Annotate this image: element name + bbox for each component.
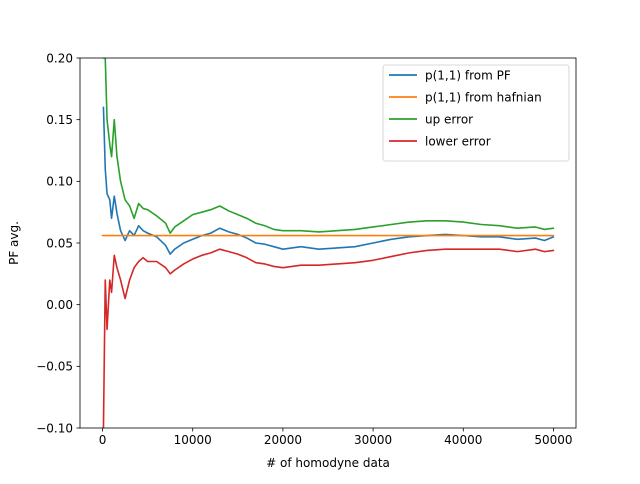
y-axis-label: PF avg.	[7, 221, 21, 265]
series-layer	[101, 58, 555, 428]
y-tick-label: −0.10	[36, 421, 73, 435]
legend-entry-label: lower error	[425, 134, 491, 148]
y-tick-label: 0.10	[46, 175, 73, 189]
y-tick-label: 0.20	[46, 51, 73, 65]
legend-entry-label: up error	[425, 112, 473, 126]
x-tick-label: 40000	[444, 433, 482, 447]
x-axis-label: # of homodyne data	[266, 456, 390, 470]
legend-entry-label: p(1,1) from hafnian	[425, 90, 542, 104]
x-tick-label: 0	[99, 433, 107, 447]
y-tick-label: −0.05	[36, 360, 73, 374]
y-axis: −0.10 −0.05 0.00 0.05 0.10 0.15 0.20	[36, 51, 80, 435]
x-tick-label: 20000	[264, 433, 302, 447]
legend-frame	[382, 64, 570, 162]
x-axis: 0 10000 20000 30000 40000 50000	[99, 428, 573, 447]
x-tick-label: 30000	[354, 433, 392, 447]
y-tick-label: 0.00	[46, 298, 73, 312]
x-tick-label: 10000	[174, 433, 212, 447]
series-line-2	[102, 58, 555, 234]
y-tick-label: 0.05	[46, 236, 73, 250]
legend: p(1,1) from PF p(1,1) from hafnian up erro…	[382, 64, 570, 162]
series-line-3	[102, 248, 555, 428]
x-tick-label: 50000	[534, 433, 572, 447]
legend-entry-label: p(1,1) from PF	[425, 68, 511, 82]
y-tick-label: 0.15	[46, 113, 73, 127]
